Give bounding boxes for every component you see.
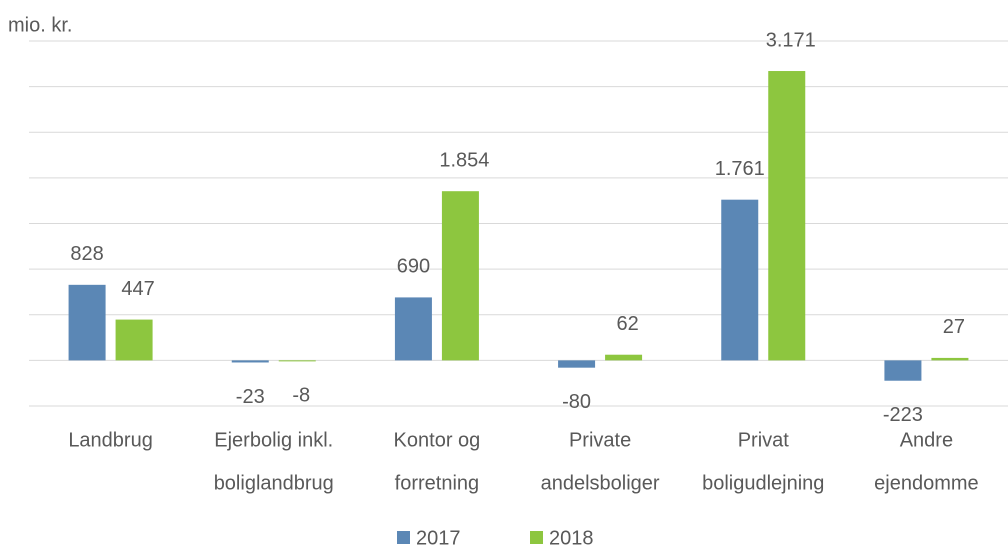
x-tick-label: boliglandbrug: [214, 472, 334, 494]
bar: [394, 297, 432, 361]
data-label: 447: [121, 278, 154, 300]
bar: [231, 360, 269, 363]
x-tick-label: forretning: [395, 472, 480, 494]
x-tick-label: Ejerbolig inkl.: [214, 429, 333, 451]
bar: [68, 284, 106, 361]
data-label: -80: [562, 391, 591, 413]
x-tick-label: Andre: [900, 429, 953, 451]
data-label: 3.171: [766, 29, 816, 51]
y-axis-label: mio. kr.: [8, 14, 72, 36]
bar: [721, 199, 759, 361]
legend-swatch: [397, 531, 410, 544]
bar: [605, 354, 643, 361]
bar: [441, 191, 479, 361]
x-tick-label: Private: [569, 429, 631, 451]
x-tick-label: Landbrug: [68, 429, 153, 451]
legend-label: 2017: [416, 527, 461, 548]
bar: [931, 357, 969, 361]
bar: [558, 360, 596, 368]
legend-swatch: [530, 531, 543, 544]
x-tick-label: andelsboliger: [541, 472, 660, 494]
data-label: -8: [292, 384, 310, 406]
data-label: -223: [883, 404, 923, 426]
bar: [768, 71, 806, 361]
data-label: 1.854: [439, 149, 489, 171]
legend-label: 2018: [549, 527, 594, 548]
x-tick-label: Privat: [738, 429, 790, 451]
data-label: -23: [236, 386, 265, 408]
x-tick-label: boligudlejning: [702, 472, 824, 494]
data-label: 27: [943, 316, 965, 338]
x-tick-label: Kontor og: [394, 429, 481, 451]
data-label: 690: [397, 256, 430, 278]
data-label: 1.761: [715, 158, 765, 180]
bar: [115, 319, 153, 361]
data-label: 828: [70, 243, 103, 265]
bar: [884, 360, 922, 381]
bar: [278, 360, 316, 362]
x-tick-label: ejendomme: [874, 472, 979, 494]
data-label: 62: [616, 313, 638, 335]
